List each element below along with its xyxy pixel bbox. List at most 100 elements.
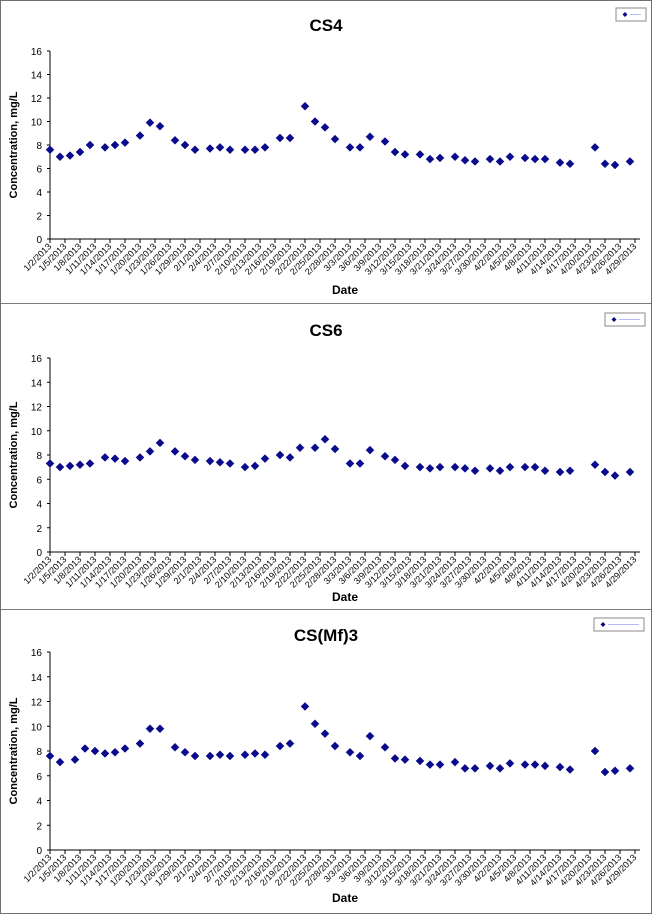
y-tick-label: 8 <box>36 451 42 462</box>
data-point <box>100 142 110 152</box>
data-point <box>310 719 320 729</box>
y-tick-label: 0 <box>36 548 42 559</box>
data-point <box>355 751 365 761</box>
data-point <box>530 462 540 472</box>
data-point <box>600 159 610 169</box>
data-point <box>565 466 575 476</box>
data-point <box>390 147 400 157</box>
data-point <box>600 467 610 477</box>
data-point <box>365 132 375 142</box>
data-point <box>435 153 445 163</box>
data-point <box>65 151 75 160</box>
data-point <box>110 140 120 150</box>
data-point <box>365 445 375 455</box>
y-tick-label: 16 <box>31 47 43 58</box>
y-tick-label: 14 <box>31 378 43 389</box>
y-tick-label: 14 <box>31 673 43 684</box>
chart-title: CS4 <box>309 16 343 35</box>
data-point <box>520 760 530 769</box>
data-point <box>435 760 445 769</box>
y-tick-label: 12 <box>31 94 43 105</box>
y-axis-title: Concentration, mg/L <box>8 697 20 804</box>
data-point <box>80 744 90 753</box>
data-point <box>205 751 215 761</box>
data-point <box>320 434 330 444</box>
data-point <box>345 747 355 757</box>
data-point <box>145 118 155 128</box>
data-point <box>205 456 215 466</box>
data-point <box>45 145 55 155</box>
data-point <box>590 746 600 756</box>
data-point <box>110 747 120 757</box>
y-tick-label: 2 <box>36 524 42 535</box>
data-point <box>555 158 565 167</box>
y-tick-label: 2 <box>36 212 42 223</box>
y-tick-label: 10 <box>31 427 43 438</box>
data-point <box>135 131 145 140</box>
data-point <box>460 155 470 165</box>
data-point <box>555 762 565 772</box>
y-axis-title: Concentration, mg/L <box>8 401 20 508</box>
data-point <box>520 462 530 472</box>
data-point <box>625 157 635 166</box>
data-point <box>470 466 480 476</box>
data-point <box>400 461 410 471</box>
data-point <box>100 453 110 462</box>
data-point <box>425 154 435 164</box>
panel-divider <box>1 609 651 610</box>
data-point <box>390 455 400 465</box>
data-point <box>180 747 190 757</box>
data-point <box>145 724 155 734</box>
data-point <box>565 765 575 774</box>
data-point <box>380 742 390 752</box>
data-point <box>240 750 250 760</box>
legend-marker <box>611 317 617 322</box>
data-point <box>380 451 390 461</box>
data-point <box>520 153 530 163</box>
y-tick-label: 10 <box>31 722 43 733</box>
data-point <box>610 471 620 480</box>
y-tick-label: 4 <box>36 797 42 808</box>
y-tick-label: 6 <box>36 475 42 486</box>
data-point <box>495 763 505 773</box>
data-point <box>190 455 200 465</box>
data-point <box>415 756 425 766</box>
data-point <box>190 145 200 155</box>
chart-panel-cs4: CS4 0 2 4 6 8 10 12 14 16 1/2/2013 1/5/2013 1/8/2013… <box>1 1 651 303</box>
data-point <box>205 144 215 153</box>
y-tick-label: 14 <box>31 71 43 82</box>
data-point <box>355 459 365 468</box>
data-point <box>55 757 65 767</box>
data-point <box>365 731 375 741</box>
data-point <box>275 450 285 460</box>
data-point <box>215 750 225 760</box>
data-point <box>120 744 130 753</box>
x-axis-title: Date <box>332 590 358 604</box>
data-point <box>380 137 390 146</box>
data-point <box>530 154 540 164</box>
data-point <box>135 739 145 748</box>
chart-panel-cs6: CS6 0 2 4 6 8 10 12 14 16 1/2/2013 1/5/2013 1/8/2013… <box>1 304 651 609</box>
chart-svg-cs4: CS402468101214161/2/20131/5/20131/8/2013… <box>8 7 647 297</box>
y-tick-label: 2 <box>36 821 42 832</box>
data-point <box>300 101 310 111</box>
y-tick-label: 0 <box>36 846 42 857</box>
data-point <box>485 463 495 473</box>
data-point <box>610 766 620 776</box>
data-point <box>470 157 480 166</box>
data-point <box>240 462 250 472</box>
data-point <box>450 462 460 472</box>
y-tick-label: 16 <box>31 354 43 365</box>
data-point <box>400 150 410 159</box>
data-point <box>590 142 600 152</box>
data-point <box>170 447 180 456</box>
data-point <box>470 763 480 773</box>
chart-title: CS6 <box>309 321 342 340</box>
chart-svg-csmf3: CS(Mf)302468101214161/2/20131/5/20131/8/… <box>8 617 645 905</box>
data-point <box>120 138 130 148</box>
y-tick-label: 12 <box>31 698 43 709</box>
data-point <box>310 117 320 126</box>
data-point <box>250 749 260 758</box>
data-point <box>170 742 180 752</box>
